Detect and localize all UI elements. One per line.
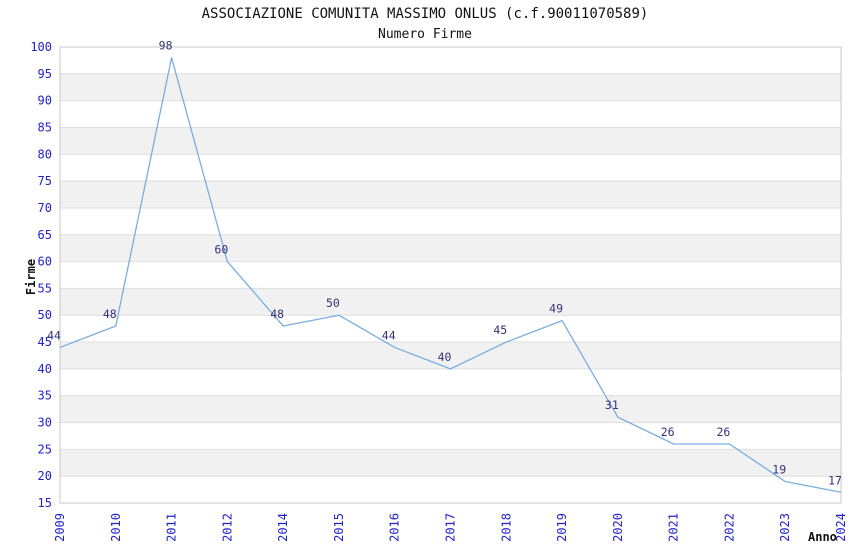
- y-tick-label: 40: [38, 362, 52, 376]
- x-tick-label: 2020: [611, 513, 625, 542]
- data-point-label: 60: [214, 243, 228, 257]
- x-tick-label: 2010: [109, 513, 123, 542]
- y-tick-label: 60: [38, 255, 52, 269]
- x-tick-label: 2021: [667, 513, 681, 542]
- data-point-label: 50: [326, 296, 340, 310]
- y-tick-label: 65: [38, 228, 52, 242]
- x-tick-label: 2012: [220, 513, 234, 542]
- x-tick-label: 2015: [332, 513, 346, 542]
- plot-band: [60, 342, 841, 369]
- x-tick-label: 2009: [53, 513, 67, 542]
- y-tick-label: 55: [38, 281, 52, 295]
- x-tick-label: 2023: [778, 513, 792, 542]
- x-axis-title: Anno: [808, 530, 837, 544]
- data-point-label: 45: [493, 323, 507, 337]
- y-tick-label: 100: [30, 40, 52, 54]
- plot-band: [60, 127, 841, 155]
- y-tick-label: 20: [38, 469, 52, 483]
- y-tick-label: 45: [38, 335, 52, 349]
- x-tick-label: 2019: [555, 513, 569, 542]
- y-tick-label: 75: [38, 174, 52, 188]
- y-tick-label: 85: [38, 120, 52, 134]
- x-tick-label: 2017: [444, 513, 458, 542]
- x-tick-label: 2022: [722, 513, 736, 542]
- data-point-label: 48: [270, 307, 284, 321]
- y-tick-label: 25: [38, 442, 52, 456]
- data-line: [59, 57, 842, 493]
- y-axis-title: Firme: [24, 258, 38, 296]
- data-point-label: 40: [438, 350, 452, 364]
- plot-band: [60, 395, 841, 423]
- plot-band: [60, 181, 841, 208]
- chart-title: ASSOCIAZIONE COMUNITA MASSIMO ONLUS (c.f…: [201, 6, 649, 22]
- y-tick-label: 70: [38, 201, 52, 215]
- plot-band: [60, 234, 841, 262]
- y-tick-label: 35: [38, 389, 52, 403]
- data-point-label: 44: [382, 328, 396, 342]
- plot-band: [60, 449, 841, 477]
- plot-band: [60, 73, 841, 101]
- x-tick-label: 2014: [276, 513, 290, 542]
- y-tick-label: 90: [38, 94, 52, 108]
- x-tick-label: 2018: [499, 513, 513, 542]
- y-tick-label: 95: [38, 67, 52, 81]
- chart-subtitle: Numero Firme: [378, 27, 472, 42]
- y-tick-label: 50: [38, 308, 52, 322]
- data-point-label: 48: [103, 307, 117, 321]
- x-tick-label: 2011: [165, 513, 179, 542]
- data-point-label: 49: [549, 302, 563, 316]
- plot-border: [59, 46, 842, 504]
- data-point-label: 26: [716, 425, 730, 439]
- data-point-label: 98: [159, 39, 173, 53]
- x-tick-label: 2024: [834, 513, 848, 542]
- y-tick-label: 15: [38, 496, 52, 510]
- data-point-label: 17: [828, 473, 842, 487]
- data-point-label: 44: [47, 328, 61, 342]
- y-tick-label: 80: [38, 147, 52, 161]
- data-point-label: 19: [772, 463, 786, 477]
- data-point-label: 31: [605, 398, 619, 412]
- y-tick-label: 30: [38, 416, 52, 430]
- plot-band: [60, 288, 841, 316]
- data-point-label: 26: [661, 425, 675, 439]
- x-tick-label: 2016: [388, 513, 402, 542]
